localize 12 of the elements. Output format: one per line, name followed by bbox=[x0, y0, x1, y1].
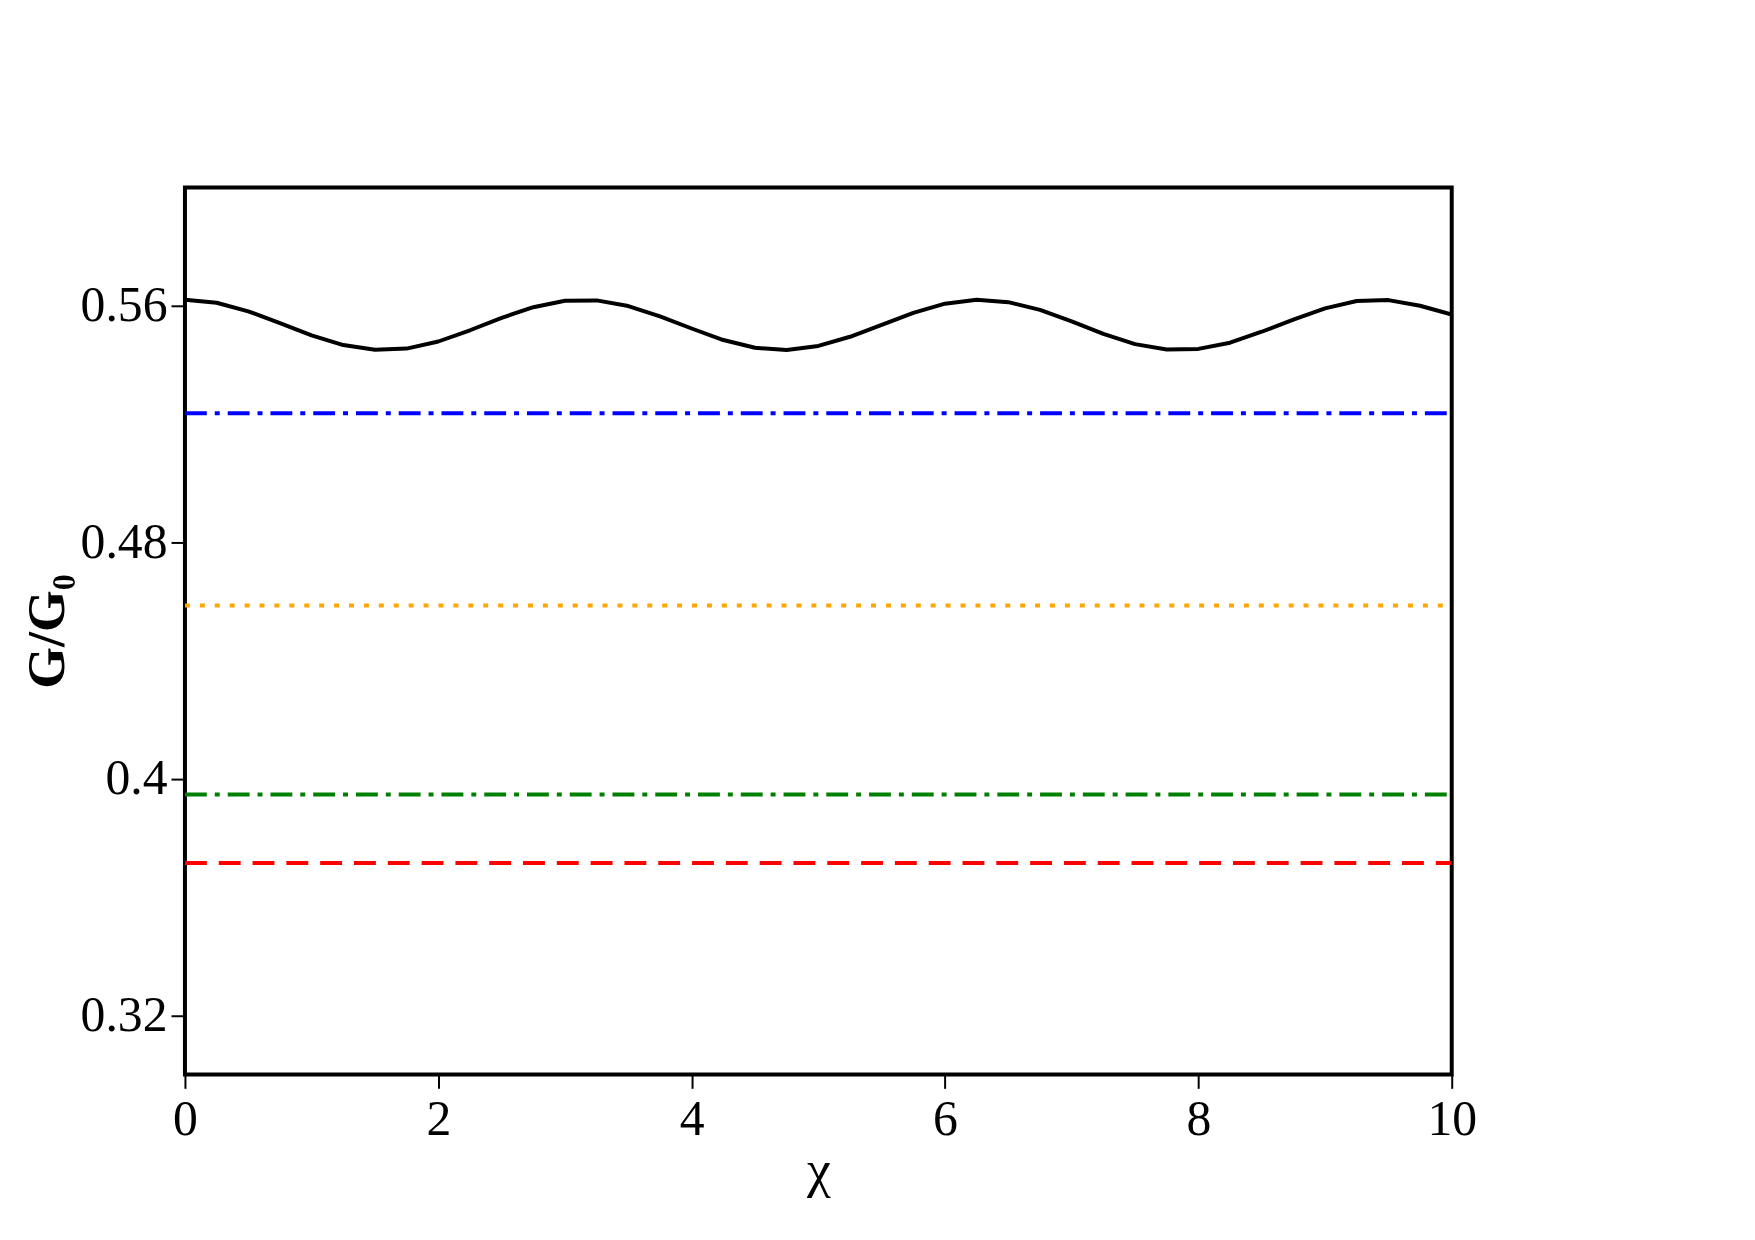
y-tick-label: 0.4 bbox=[105, 750, 168, 806]
x-tick-label: 0 bbox=[173, 1090, 198, 1146]
x-tick-label: 8 bbox=[1186, 1090, 1212, 1146]
x-tick-label: 10 bbox=[1427, 1090, 1478, 1146]
x-axis-title: χ bbox=[805, 1139, 831, 1200]
y-tick-label: 0.32 bbox=[80, 986, 168, 1042]
y-tick-label: 0.56 bbox=[80, 277, 168, 333]
y-axis-title: G/G₀ bbox=[15, 574, 76, 689]
y-tick-label: 0.48 bbox=[80, 513, 168, 569]
x-tick-label: 4 bbox=[679, 1090, 705, 1146]
x-tick-label: 6 bbox=[933, 1090, 958, 1146]
x-tick-label: 2 bbox=[426, 1090, 452, 1146]
